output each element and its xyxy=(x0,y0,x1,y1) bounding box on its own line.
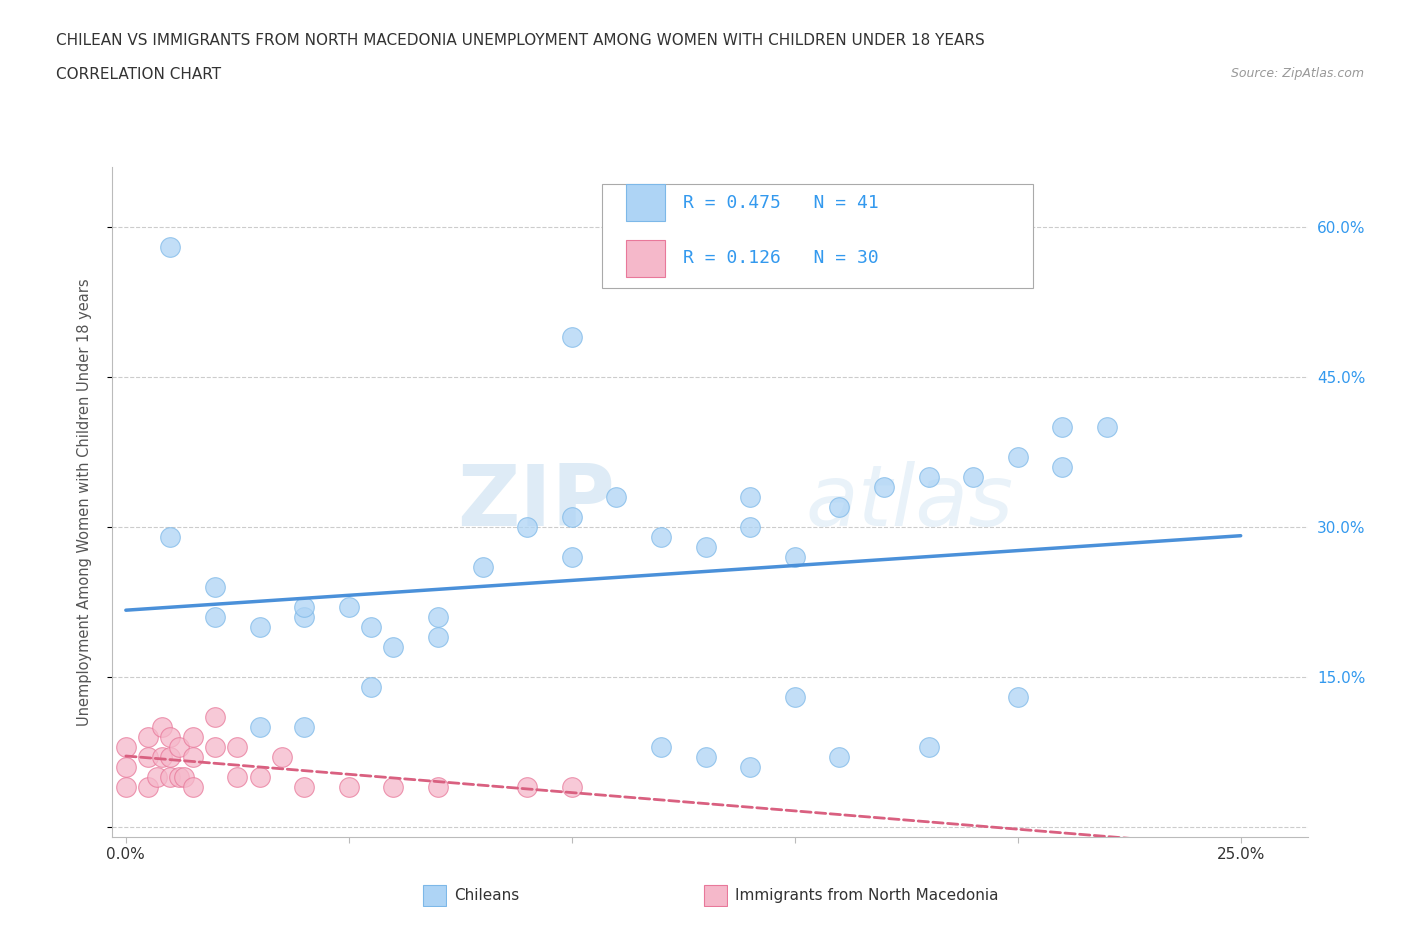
Point xyxy=(150,720,173,735)
Point xyxy=(516,779,538,794)
Point xyxy=(783,690,806,705)
Point xyxy=(471,560,494,575)
FancyBboxPatch shape xyxy=(423,884,446,906)
Point xyxy=(740,760,762,775)
Point xyxy=(292,779,315,794)
Point xyxy=(360,680,382,695)
Point xyxy=(561,510,583,525)
Point xyxy=(249,770,271,785)
Point xyxy=(605,490,627,505)
Point xyxy=(1052,419,1074,434)
Point xyxy=(292,600,315,615)
Point xyxy=(917,739,939,754)
FancyBboxPatch shape xyxy=(602,184,1032,288)
Point xyxy=(249,720,271,735)
Point xyxy=(382,640,405,655)
FancyBboxPatch shape xyxy=(704,884,727,906)
Point xyxy=(360,619,382,634)
Point xyxy=(169,739,191,754)
Point xyxy=(115,739,138,754)
Point xyxy=(173,770,195,785)
Point xyxy=(204,739,226,754)
Point xyxy=(740,520,762,535)
Point xyxy=(828,750,851,764)
Point xyxy=(136,750,159,764)
Text: ZIP: ZIP xyxy=(457,460,614,544)
Text: CHILEAN VS IMMIGRANTS FROM NORTH MACEDONIA UNEMPLOYMENT AMONG WOMEN WITH CHILDRE: CHILEAN VS IMMIGRANTS FROM NORTH MACEDON… xyxy=(56,33,986,47)
Point xyxy=(150,750,173,764)
Point xyxy=(204,579,226,594)
Point xyxy=(695,539,717,554)
Text: R = 0.126   N = 30: R = 0.126 N = 30 xyxy=(682,249,879,268)
Point xyxy=(159,730,181,745)
Point xyxy=(1052,459,1074,474)
Point xyxy=(226,770,249,785)
Point xyxy=(382,779,405,794)
Point xyxy=(962,470,984,485)
Point xyxy=(740,490,762,505)
Point xyxy=(650,530,672,545)
Point xyxy=(226,739,249,754)
Point xyxy=(159,240,181,255)
Point xyxy=(136,779,159,794)
Text: Immigrants from North Macedonia: Immigrants from North Macedonia xyxy=(735,888,998,903)
Y-axis label: Unemployment Among Women with Children Under 18 years: Unemployment Among Women with Children U… xyxy=(77,278,91,726)
Point xyxy=(695,750,717,764)
Point xyxy=(427,630,450,644)
Point xyxy=(292,610,315,625)
Point xyxy=(146,770,169,785)
Text: CORRELATION CHART: CORRELATION CHART xyxy=(56,67,221,82)
Point xyxy=(561,779,583,794)
Point xyxy=(181,779,204,794)
Point xyxy=(181,750,204,764)
Point xyxy=(1007,690,1029,705)
Point xyxy=(516,520,538,535)
Point xyxy=(204,710,226,724)
Point xyxy=(917,470,939,485)
Point xyxy=(1007,450,1029,465)
Point xyxy=(169,770,191,785)
Point xyxy=(650,739,672,754)
Point xyxy=(561,330,583,345)
Point xyxy=(561,550,583,565)
Point xyxy=(337,779,360,794)
Point xyxy=(115,760,138,775)
Point xyxy=(159,530,181,545)
Point xyxy=(181,730,204,745)
Point xyxy=(783,550,806,565)
Text: Source: ZipAtlas.com: Source: ZipAtlas.com xyxy=(1230,67,1364,80)
Point xyxy=(427,610,450,625)
Point xyxy=(271,750,294,764)
Text: Chileans: Chileans xyxy=(454,888,519,903)
Point xyxy=(249,619,271,634)
FancyBboxPatch shape xyxy=(626,240,665,277)
Point xyxy=(115,779,138,794)
Point xyxy=(292,720,315,735)
Point xyxy=(159,770,181,785)
Point xyxy=(159,750,181,764)
Point xyxy=(204,610,226,625)
Point xyxy=(1095,419,1118,434)
Point xyxy=(427,779,450,794)
Point xyxy=(136,730,159,745)
FancyBboxPatch shape xyxy=(626,184,665,221)
Point xyxy=(337,600,360,615)
Point xyxy=(873,480,896,495)
Text: atlas: atlas xyxy=(806,460,1014,544)
Point xyxy=(828,499,851,514)
Text: R = 0.475   N = 41: R = 0.475 N = 41 xyxy=(682,193,879,212)
